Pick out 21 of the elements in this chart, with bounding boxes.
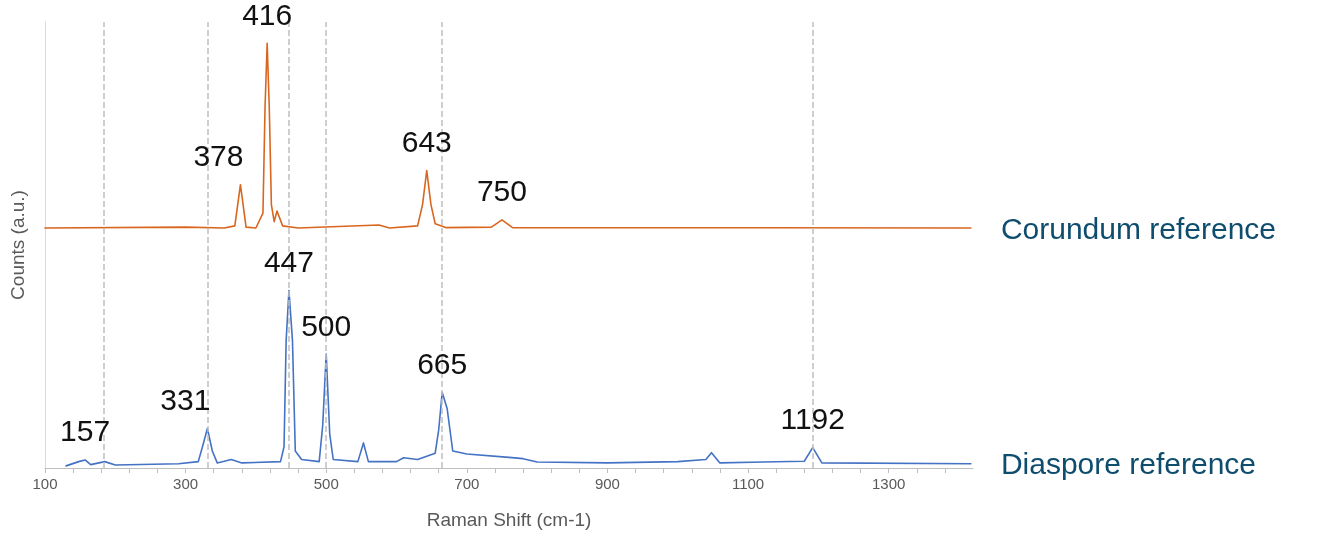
x-axis-title: Raman Shift (cm-1) (426, 509, 592, 530)
x-tick-label: 900 (594, 475, 620, 492)
x-tick-label: 1100 (731, 475, 765, 492)
annotation: 331 (160, 383, 211, 416)
annotation: 500 (301, 308, 352, 342)
annotation: 643 (401, 125, 452, 159)
x-tick-label: 500 (313, 475, 339, 492)
series-label: Corundum reference (1000, 211, 1277, 245)
annotation: 416 (242, 0, 293, 31)
annotation: 157 (60, 414, 111, 448)
annotation: 750 (476, 174, 527, 208)
x-tick-label: 700 (454, 475, 480, 492)
annotation: 447 (263, 244, 314, 278)
annotation: 665 (417, 346, 468, 380)
annotation: 1192 (780, 402, 845, 436)
x-tick-label: 100 (32, 475, 58, 492)
annotation: 378 (193, 139, 244, 173)
series-label: Diaspore reference (1000, 447, 1257, 481)
x-tick-label: 1300 (871, 475, 906, 492)
x-tick-label: 300 (173, 475, 199, 492)
y-axis-title: Counts (a.u.) (7, 190, 28, 300)
